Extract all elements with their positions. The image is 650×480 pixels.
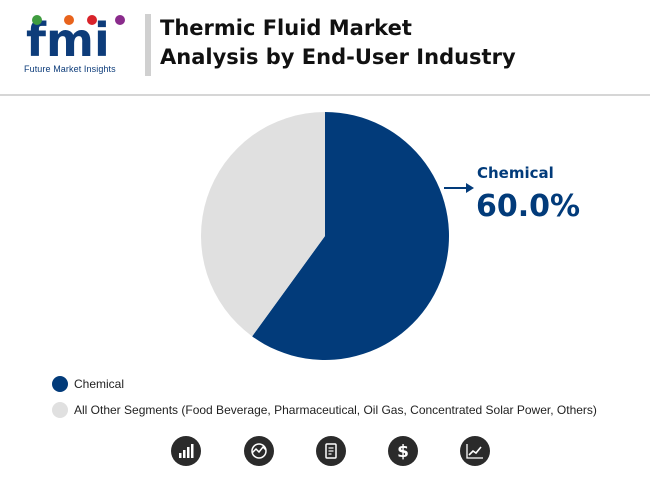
- header: fmi Future Market Insights Thermic Fluid…: [0, 0, 650, 94]
- legend-item-chemical: Chemical: [52, 372, 597, 396]
- header-divider: [0, 94, 650, 96]
- legend-item-other: All Other Segments (Food Beverage, Pharm…: [52, 398, 597, 422]
- legend-swatch-other: [52, 402, 68, 418]
- title-line-2: Analysis by End-User Industry: [160, 45, 516, 69]
- logo-dot-orange: [64, 15, 74, 25]
- page-title: Thermic Fluid Market Analysis by End-Use…: [160, 14, 516, 72]
- logo-dot-purple: [115, 15, 125, 25]
- pie-slice-other: [201, 112, 325, 337]
- pie-slices: [201, 112, 450, 360]
- logo-dot-green: [32, 15, 42, 25]
- bar-chart-icon[interactable]: [171, 436, 201, 466]
- fmi-logo-mark: fmi: [26, 13, 125, 67]
- callout-arrowhead: [466, 183, 474, 193]
- legend-label-other: All Other Segments (Food Beverage, Pharm…: [74, 403, 597, 417]
- callout-label: Chemical: [477, 164, 554, 182]
- legend-label-chemical: Chemical: [74, 377, 125, 391]
- globe-chart-icon[interactable]: [244, 436, 274, 466]
- dollar-icon[interactable]: $: [388, 436, 418, 466]
- pie-chart: Chemical 60.0%: [201, 112, 580, 360]
- title-line-1: Thermic Fluid Market: [160, 16, 412, 40]
- legend: Chemical All Other Segments (Food Bevera…: [52, 372, 597, 424]
- line-chart-icon[interactable]: [460, 436, 490, 466]
- logo-subtext: Future Market Insights: [24, 64, 116, 74]
- title-accent-bar: [145, 14, 151, 76]
- logo-dot-red: [87, 15, 97, 25]
- fmi-logo: fmi Future Market Insights: [24, 12, 142, 78]
- report-icon[interactable]: [316, 436, 346, 466]
- callout-value: 60.0%: [476, 189, 580, 224]
- svg-text:$: $: [397, 442, 409, 461]
- footer-icon-bar: $: [0, 436, 650, 470]
- legend-swatch-chemical: [52, 376, 68, 392]
- pie-slice-chemical: [252, 112, 450, 360]
